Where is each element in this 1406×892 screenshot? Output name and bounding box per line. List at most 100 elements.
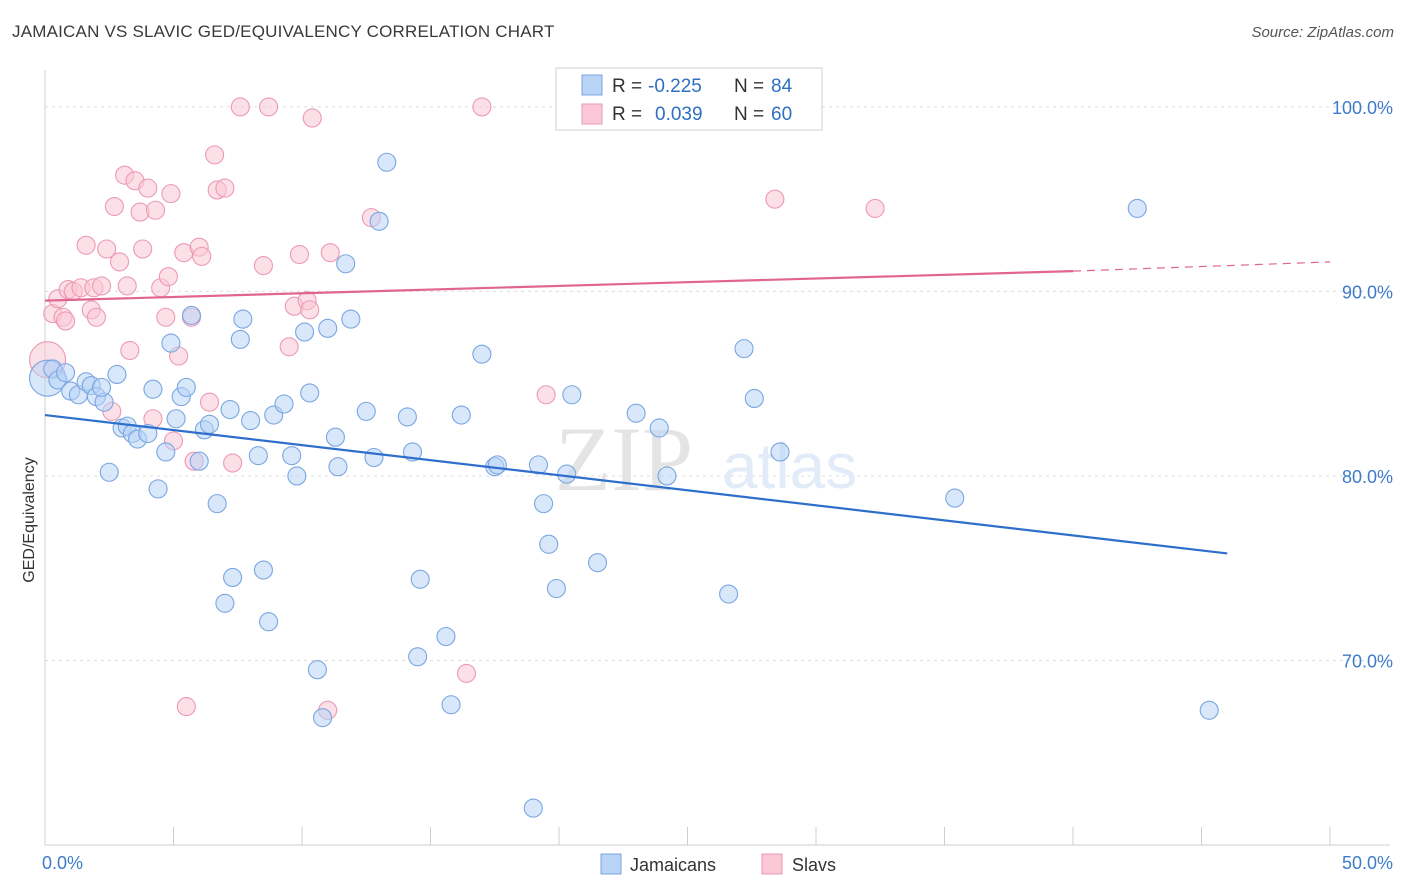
slavs-point [161,184,181,204]
legend-n-label-1: N = [734,76,764,97]
jamaicans-point [138,423,158,444]
slavs-point [253,256,274,276]
jamaicans-point [248,446,268,466]
jamaicans-point [649,418,669,438]
slavs-point [109,252,130,272]
jamaicans-point [307,660,327,680]
bottom-legend-label-slavs: Slavs [792,855,836,875]
jamaicans-point [181,305,202,325]
jamaicans-point [397,407,417,427]
top-legend: R = -0.225 N = 84 R = 0.039 N = 60 [555,67,823,131]
jamaicans-point [364,447,384,468]
slavs-trend-extension [1072,261,1331,272]
tick-labels: 70.0% 80.0% 90.0% 100.0% 0.0% 50.0% [42,98,1393,873]
jamaicans-point [472,344,492,364]
slavs-point [215,178,235,198]
jamaicans-point [325,427,345,447]
jamaicans-point [215,593,235,613]
legend-n-value-2: 60 [771,104,792,125]
bottom-legend-swatch-jamaicans [600,853,622,875]
x-tick-label-0: 0.0% [42,853,83,873]
slavs-point [199,392,220,412]
slavs-point [536,385,556,405]
slavs-point [133,239,153,259]
legend-r-label-2: R = [612,104,642,125]
jamaicans-point [233,309,253,329]
jamaicans-point [356,401,376,421]
slavs-point [158,267,178,287]
jamaicans-point [451,405,471,425]
y-tick-label-0: 70.0% [1342,651,1393,671]
slavs-point [279,337,299,357]
jamaicans-point [719,584,739,604]
jamaicans-point [199,414,220,434]
slavs-point [192,246,212,266]
jamaicans-point [562,385,582,405]
jamaicans-point [377,152,397,172]
slavs-trend-line [44,270,1074,302]
slavs-point [230,97,250,117]
y-tick-label-3: 100.0% [1332,98,1393,118]
jamaicans-point [744,388,764,409]
jamaicans-point [1127,198,1147,218]
jamaicans-point [166,409,186,429]
jamaicans-point [230,329,250,349]
jamaicans-point [626,403,646,423]
jamaicans-point [487,455,507,475]
y-axis-label: GED/Equivalency [21,457,38,582]
jamaicans-point [657,466,677,486]
slavs-point [259,97,279,117]
bottom-legend-label-jamaicans: Jamaicans [630,855,716,875]
y-tick-label-1: 80.0% [1342,467,1393,487]
jamaicans-point [408,647,428,667]
jamaicans-point [770,442,790,462]
slavs-point [300,300,320,320]
jamaicans-point [207,494,227,514]
jamaicans-point [557,464,577,484]
slavs-point [97,239,117,259]
legend-n-label-2: N = [734,104,764,125]
slavs-point [91,276,112,296]
jamaicans-point [259,612,279,632]
jamaicans-point [410,569,430,589]
trend-lines [44,261,1331,555]
legend-swatch-slavs [581,103,603,125]
jamaicans-point [56,363,76,383]
slavs-point [86,307,106,327]
axes [44,70,1390,846]
bottom-legend: Jamaicans Slavs [600,853,836,875]
y-tick-label-2: 90.0% [1342,282,1393,302]
chart-title: JAMAICAN VS SLAVIC GED/EQUIVALENCY CORRE… [12,22,555,41]
jamaicans-point [534,494,554,514]
slavs-point [456,663,477,683]
legend-r-value-2: 0.039 [655,104,703,125]
jamaicans-point [945,488,965,508]
watermark-atlas: atlas [722,430,857,502]
jamaicans-points [29,152,1219,818]
jamaicans-point [336,254,356,274]
jamaicans-point [546,578,566,599]
jamaicans-point [300,383,320,403]
slavs-point [104,196,124,217]
slavs-point [289,244,309,265]
jamaicans-point [313,708,333,728]
jamaicans-point [148,479,168,499]
legend-swatch-jamaicans [581,74,603,96]
jamaicans-point [369,211,389,231]
jamaicans-point [241,411,261,431]
jamaicans-point [274,394,294,414]
jamaicans-point [436,626,456,647]
bottom-legend-swatch-slavs [761,853,783,875]
slavs-point [117,276,137,296]
jamaicans-point [143,379,163,399]
jamaicans-point [341,309,361,329]
jamaicans-point [107,364,127,385]
slavs-point [765,189,785,209]
legend-r-value-1: -0.225 [648,76,702,97]
slavs-point [865,198,885,218]
jamaicans-point [1199,700,1219,720]
slavs-point [320,243,340,263]
slavs-point [176,697,196,717]
legend-n-value-1: 84 [771,76,793,97]
